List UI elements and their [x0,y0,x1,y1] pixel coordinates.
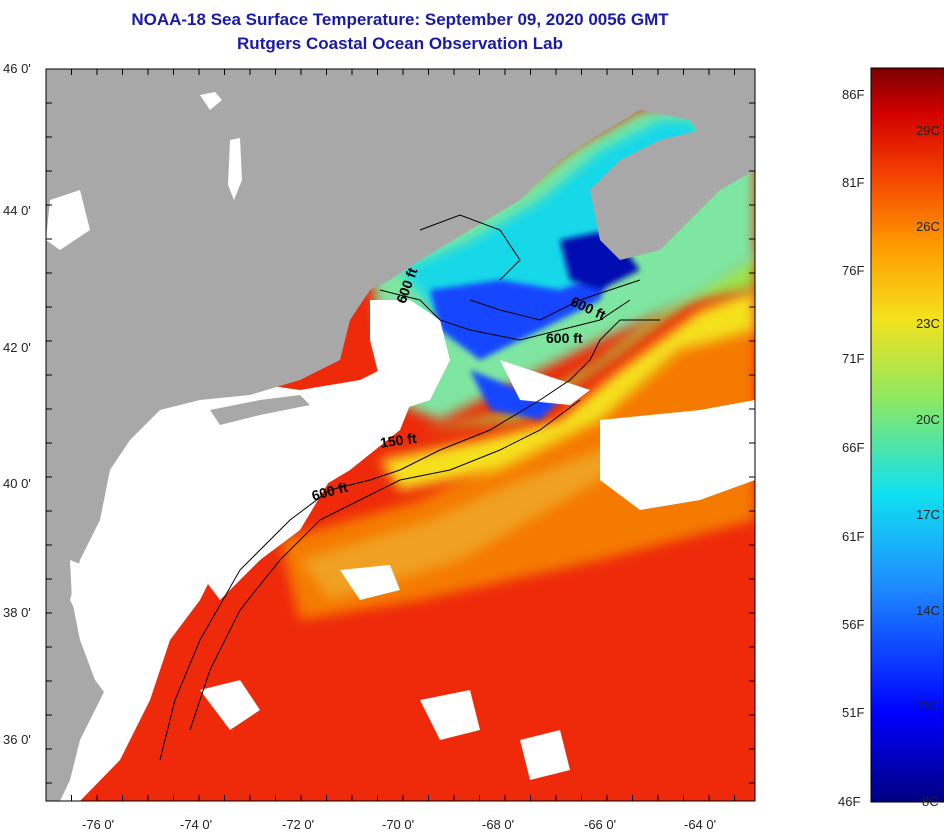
colorbar-f-label: 51F [842,705,865,720]
colorbar-c-label: 11C [916,698,939,713]
map-subtitle: Rutgers Coastal Ocean Observation Lab [237,34,563,53]
colorbar-f-label: 76F [842,263,865,278]
colorbar-f-label: 86F [842,87,865,102]
lat-label: 44 0' [3,203,31,218]
map-title: NOAA-18 Sea Surface Temperature: Septemb… [131,10,669,29]
lon-label: -72 0' [282,817,314,832]
lon-label: -70 0' [382,817,414,832]
colorbar-c-label: 20C [916,412,940,427]
lon-label: -74 0' [180,817,212,832]
colorbar-f-label: 61F [842,529,865,544]
contour-label: 600 ft [546,330,583,346]
colorbar-c-label: 23C [916,316,940,331]
lon-label: -66 0' [584,817,616,832]
map-imagery [46,69,755,801]
colorbar-f-label: 46F [838,794,861,809]
colorbar-c-label: 26C [916,219,940,234]
map-frame [45,68,756,802]
lon-label: -64 0' [684,817,716,832]
colorbar-c-label: 17C [916,507,940,522]
colorbar-f-label: 71F [842,351,865,366]
lat-label: 36 0' [3,732,31,747]
lat-label: 46 0' [3,61,31,76]
colorbar-c-label: 14C [916,603,940,618]
colorbar-f-label: 81F [842,175,865,190]
contour-label: 150 ft [379,430,418,451]
colorbar-f-label: 56F [842,617,865,632]
lat-label: 40 0' [3,476,31,491]
lat-label: 38 0' [3,605,31,620]
lon-label: -76 0' [82,817,114,832]
temperature-colorbar [870,67,944,803]
lat-label: 42 0' [3,340,31,355]
map-tick-marks [45,68,755,801]
colorbar-c-label: 29C [916,123,940,138]
lon-label: -68 0' [482,817,514,832]
colorbar-f-label: 66F [842,440,865,455]
colorbar-c-label: 8C [922,794,939,809]
